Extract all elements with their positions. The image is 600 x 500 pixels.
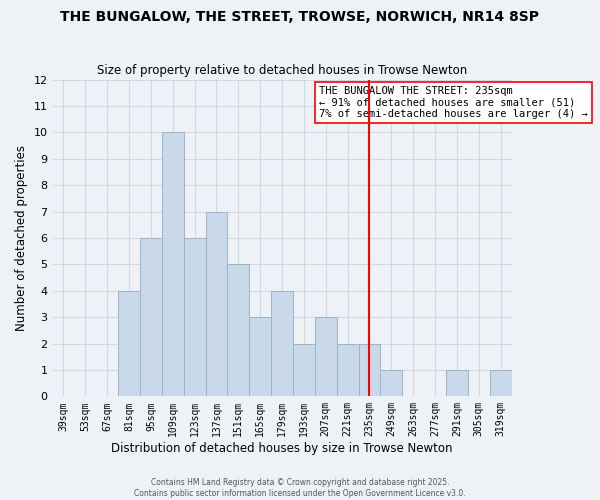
Bar <box>380 370 402 396</box>
Bar <box>359 344 380 396</box>
Bar <box>140 238 162 396</box>
Bar <box>118 290 140 397</box>
Y-axis label: Number of detached properties: Number of detached properties <box>15 145 28 331</box>
Bar <box>249 317 271 396</box>
Bar <box>162 132 184 396</box>
Text: Contains HM Land Registry data © Crown copyright and database right 2025.
Contai: Contains HM Land Registry data © Crown c… <box>134 478 466 498</box>
Bar <box>271 290 293 397</box>
Bar <box>315 317 337 396</box>
Bar <box>337 344 359 396</box>
Text: THE BUNGALOW, THE STREET, TROWSE, NORWICH, NR14 8SP: THE BUNGALOW, THE STREET, TROWSE, NORWIC… <box>61 10 539 24</box>
Bar <box>184 238 206 396</box>
Bar <box>206 212 227 396</box>
Bar <box>446 370 468 396</box>
Title: Size of property relative to detached houses in Trowse Newton: Size of property relative to detached ho… <box>97 64 467 77</box>
Text: THE BUNGALOW THE STREET: 235sqm
← 91% of detached houses are smaller (51)
7% of : THE BUNGALOW THE STREET: 235sqm ← 91% of… <box>319 86 587 119</box>
Bar <box>293 344 315 396</box>
Bar <box>227 264 249 396</box>
X-axis label: Distribution of detached houses by size in Trowse Newton: Distribution of detached houses by size … <box>111 442 453 455</box>
Bar <box>490 370 512 396</box>
